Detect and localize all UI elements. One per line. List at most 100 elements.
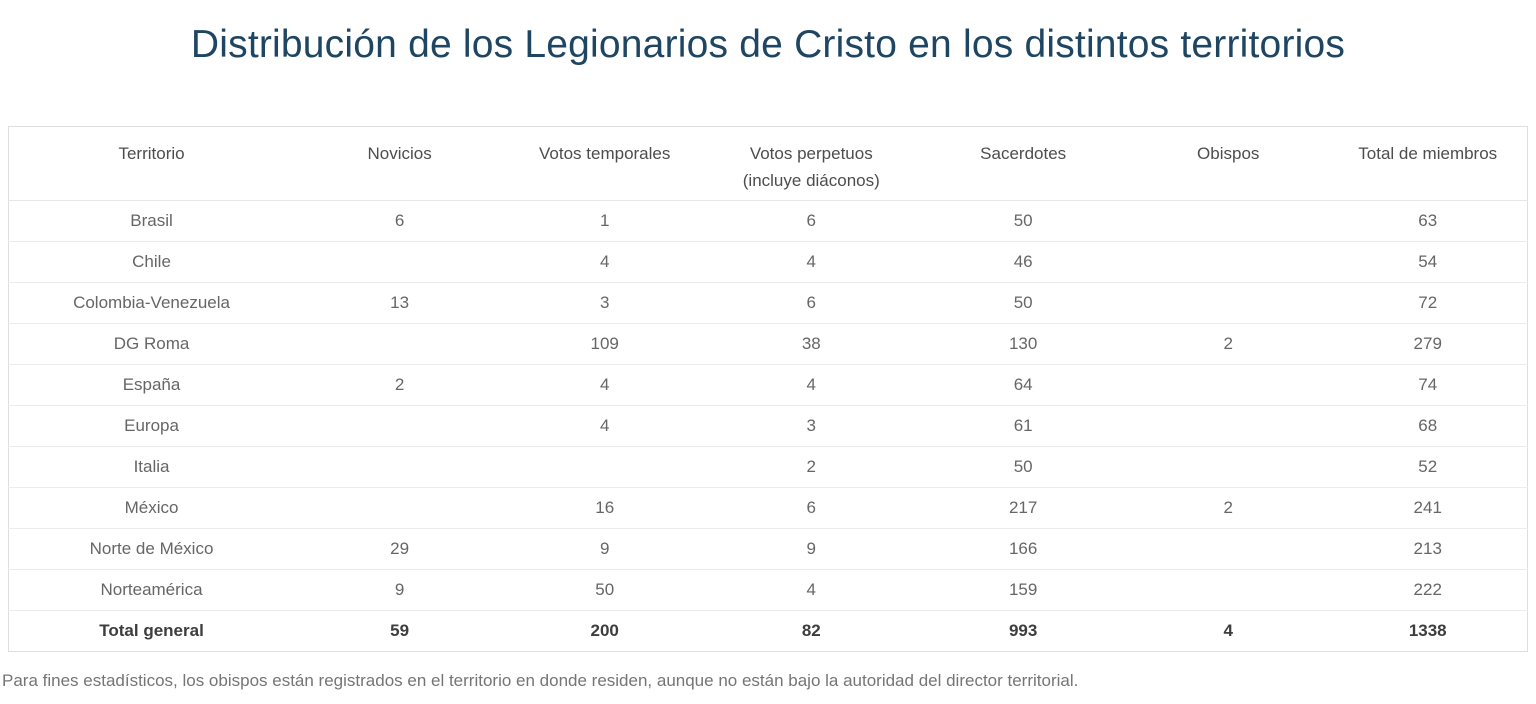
territory-cell: Italia <box>8 446 295 488</box>
value-cell <box>1127 282 1329 324</box>
value-cell: 166 <box>918 528 1128 570</box>
value-cell: 2 <box>1127 323 1329 365</box>
table-row: Colombia-Venezuela 13 3 6 50 72 <box>8 282 1528 324</box>
value-cell: 50 <box>918 446 1128 488</box>
column-header: Votos perpetuos (incluye diáconos) <box>704 126 919 201</box>
value-cell: 279 <box>1328 323 1528 365</box>
value-cell <box>1127 569 1329 611</box>
column-header: Territorio <box>8 126 295 201</box>
value-cell: 72 <box>1328 282 1528 324</box>
column-header: Obispos <box>1127 126 1329 201</box>
table-row: Italia 2 50 52 <box>8 446 1528 488</box>
value-cell <box>294 487 506 529</box>
value-cell: 159 <box>918 569 1128 611</box>
value-cell <box>294 405 506 447</box>
value-cell: 4 <box>704 241 919 283</box>
value-cell: 68 <box>1328 405 1528 447</box>
value-cell: 213 <box>1328 528 1528 570</box>
value-cell: 74 <box>1328 364 1528 406</box>
territory-cell: Europa <box>8 405 295 447</box>
value-cell: 6 <box>294 200 506 242</box>
value-cell: 64 <box>918 364 1128 406</box>
value-cell: 50 <box>918 200 1128 242</box>
value-cell: 9 <box>505 528 705 570</box>
value-cell: 9 <box>294 569 506 611</box>
value-cell <box>1127 364 1329 406</box>
table-row: Europa 4 3 61 68 <box>8 405 1528 447</box>
territory-cell: Norteamérica <box>8 569 295 611</box>
table-header: Territorio Novicios Votos temporales Votos … <box>8 126 1528 201</box>
value-cell: 54 <box>1328 241 1528 283</box>
value-cell: 4 <box>1223 621 1233 640</box>
value-cell: 6 <box>704 200 919 242</box>
value-cell: 13 <box>294 282 506 324</box>
value-cell: 1 <box>505 200 705 242</box>
value-cell: 130 <box>918 323 1128 365</box>
value-cell <box>294 446 506 488</box>
table-row: España 2 4 4 64 74 <box>8 364 1528 406</box>
territory-cell: Chile <box>8 241 295 283</box>
value-cell: 4 <box>704 364 919 406</box>
table-row: Brasil 6 1 6 50 63 <box>8 200 1528 242</box>
value-cell <box>505 446 705 488</box>
territory-cell: Total general <box>99 621 204 640</box>
table-row: Norteamérica 9 50 4 159 222 <box>8 569 1528 611</box>
value-cell: 4 <box>505 241 705 283</box>
value-cell: 222 <box>1328 569 1528 611</box>
column-header: Votos temporales <box>505 126 705 201</box>
territory-cell: Brasil <box>8 200 295 242</box>
value-cell: 50 <box>505 569 705 611</box>
territory-cell: Colombia-Venezuela <box>8 282 295 324</box>
value-cell: 6 <box>704 282 919 324</box>
table-header-row: Territorio Novicios Votos temporales Votos … <box>8 126 1528 201</box>
value-cell: 2 <box>704 446 919 488</box>
value-cell: 16 <box>505 487 705 529</box>
table-row: Norte de México 29 9 9 166 213 <box>8 528 1528 570</box>
value-cell: 9 <box>704 528 919 570</box>
value-cell <box>294 323 506 365</box>
value-cell: 38 <box>704 323 919 365</box>
value-cell <box>1127 405 1329 447</box>
value-cell: 2 <box>294 364 506 406</box>
value-cell: 50 <box>918 282 1128 324</box>
column-header: Sacerdotes <box>918 126 1128 201</box>
distribution-table: Territorio Novicios Votos temporales Votos … <box>8 126 1528 652</box>
value-cell: 4 <box>704 569 919 611</box>
table-row: DG Roma 109 38 130 2 279 <box>8 323 1528 365</box>
table-row: Chile 4 4 46 54 <box>8 241 1528 283</box>
value-cell <box>1127 200 1329 242</box>
value-cell: 4 <box>505 364 705 406</box>
value-cell: 1338 <box>1408 621 1447 640</box>
column-header-sublabel: (incluye diáconos) <box>742 171 880 190</box>
page-title: Distribución de los Legionarios de Crist… <box>190 23 1346 66</box>
value-cell: 63 <box>1328 200 1528 242</box>
value-cell: 4 <box>505 405 705 447</box>
value-cell <box>1127 446 1329 488</box>
value-cell: 46 <box>918 241 1128 283</box>
table-row: México 16 6 217 2 241 <box>8 487 1528 529</box>
territory-cell: Norte de México <box>8 528 295 570</box>
value-cell <box>294 241 506 283</box>
value-cell: 82 <box>801 621 821 640</box>
value-cell: 200 <box>590 621 619 640</box>
value-cell <box>1127 528 1329 570</box>
territory-cell: España <box>8 364 295 406</box>
value-cell: 217 <box>918 487 1128 529</box>
value-cell <box>1127 241 1329 283</box>
value-cell: 241 <box>1328 487 1528 529</box>
value-cell: 52 <box>1328 446 1528 488</box>
value-cell: 3 <box>505 282 705 324</box>
value-cell: 3 <box>704 405 919 447</box>
value-cell: 29 <box>294 528 506 570</box>
value-cell: 59 <box>390 621 410 640</box>
value-cell: 6 <box>704 487 919 529</box>
footnote: Para fines estadísticos, los obispos est… <box>2 671 1079 690</box>
table-total-row: Total general 59 200 82 993 4 1338 <box>9 611 1528 652</box>
column-header: Novicios <box>294 126 506 201</box>
table-body: Brasil 6 1 6 50 63 Chile 4 4 46 54 Colombia-Venezue… <box>8 200 1528 652</box>
value-cell: 2 <box>1127 487 1329 529</box>
territory-cell: México <box>8 487 295 529</box>
column-header: Total de miembros <box>1328 126 1528 201</box>
value-cell: 993 <box>1008 621 1038 640</box>
